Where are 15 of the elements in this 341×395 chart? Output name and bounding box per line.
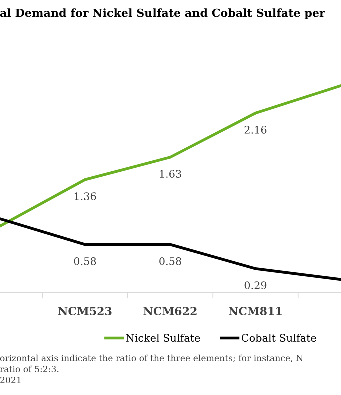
data-label: 0.58 <box>74 257 96 266</box>
text: ratio of 5:2:3. <box>0 366 59 372</box>
chart-title: al Demand for Nickel Sulfate and Cobalt Sulfate per <box>0 8 326 20</box>
data-label: 2.16 <box>244 126 267 134</box>
x-tick-label: NCM811 <box>228 307 282 316</box>
text: orizontal axis indicate the ratio of the three elements; for instance, N <box>0 354 304 363</box>
text: 2021 <box>0 376 21 384</box>
legend-label: Cobalt Sulfate <box>242 334 316 342</box>
data-label: 1.63 <box>160 170 182 178</box>
data-label: 0.58 <box>160 257 182 266</box>
legend-label: Nickel Sulfate <box>126 334 200 342</box>
x-tick-label: NCM523 <box>58 307 112 316</box>
data-label: 1.36 <box>74 192 96 200</box>
x-tick-label: NCM622 <box>144 307 197 316</box>
data-label: 0.29 <box>244 282 267 290</box>
